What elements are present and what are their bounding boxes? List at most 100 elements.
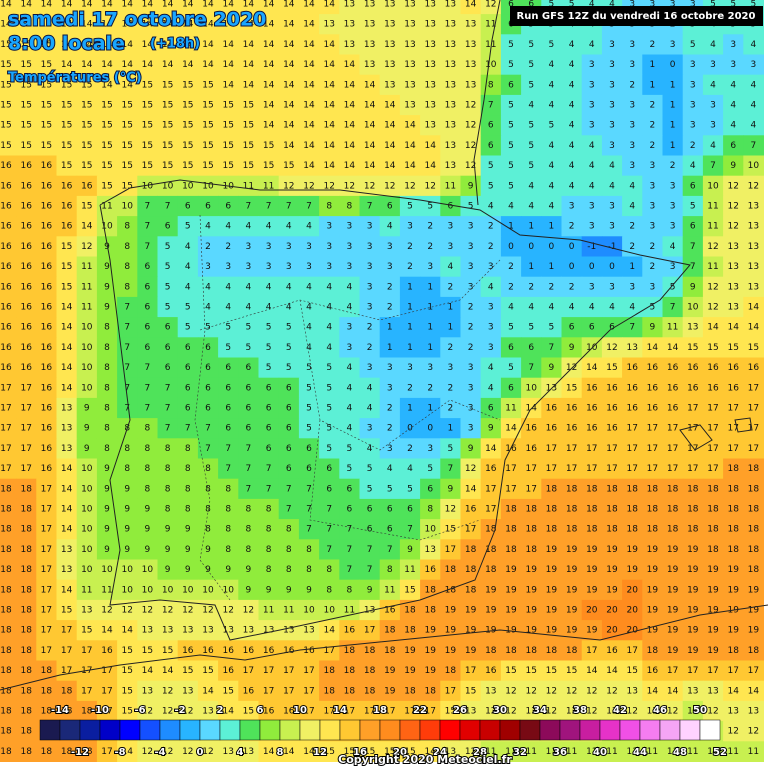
temp-label: 6 bbox=[266, 383, 272, 393]
temp-label: 7 bbox=[549, 343, 555, 353]
temp-cell bbox=[561, 34, 583, 55]
temp-label: 15 bbox=[162, 141, 173, 151]
temp-label: 9 bbox=[306, 585, 312, 595]
temp-label: 19 bbox=[667, 646, 679, 656]
temp-label: 12 bbox=[748, 181, 759, 191]
temp-label: 6 bbox=[266, 404, 272, 414]
temp-label: 16 bbox=[667, 383, 679, 393]
temp-label: 4 bbox=[246, 282, 252, 292]
colorbar-label: 12 bbox=[313, 747, 327, 758]
temp-cell bbox=[117, 74, 138, 96]
temp-label: 16 bbox=[182, 646, 194, 656]
temp-label: 9 bbox=[246, 585, 252, 595]
temp-cell bbox=[642, 135, 663, 156]
temp-label: 18 bbox=[546, 505, 558, 515]
colorbar-label: -2 bbox=[174, 705, 185, 716]
temp-cell bbox=[76, 54, 98, 76]
temp-label: 14 bbox=[303, 40, 315, 50]
temp-label: 16 bbox=[202, 646, 214, 656]
temp-label: 4 bbox=[549, 181, 555, 191]
temp-label: 8 bbox=[286, 525, 292, 535]
temp-label: 2 bbox=[508, 282, 514, 292]
temp-label: 11 bbox=[707, 222, 718, 232]
temp-label: 18 bbox=[0, 666, 12, 676]
colorbar-label: 22 bbox=[413, 705, 427, 716]
temp-label: 19 bbox=[505, 585, 517, 595]
temp-label: 7 bbox=[690, 262, 696, 272]
temp-label: 17 bbox=[546, 464, 557, 474]
temp-label: 18 bbox=[687, 484, 699, 494]
temp-label: 11 bbox=[505, 404, 516, 414]
temp-label: 2 bbox=[367, 343, 373, 353]
temp-label: 13 bbox=[404, 20, 415, 30]
colorbar-swatch bbox=[379, 719, 401, 741]
temp-label: 3 bbox=[246, 242, 252, 252]
temp-label: 6 bbox=[427, 484, 433, 494]
temp-label: 10 bbox=[485, 60, 497, 70]
temp-label: 3 bbox=[609, 202, 615, 212]
temp-label: 19 bbox=[424, 626, 436, 636]
temp-label: 19 bbox=[485, 606, 497, 616]
temp-label: 3 bbox=[710, 60, 716, 70]
temp-label: 8 bbox=[124, 242, 130, 252]
temp-label: 14 bbox=[61, 464, 73, 474]
temp-label: 9 bbox=[266, 585, 272, 595]
temp-label: 19 bbox=[667, 585, 679, 595]
temp-label: 3 bbox=[609, 80, 615, 90]
colorbar-label: -14 bbox=[51, 705, 69, 716]
temp-label: 14 bbox=[667, 343, 679, 353]
temp-label: 3 bbox=[427, 262, 433, 272]
temp-label: 17 bbox=[81, 646, 92, 656]
temp-label: 1 bbox=[650, 80, 656, 90]
colorbar-swatch bbox=[39, 719, 61, 741]
temp-label: 12 bbox=[505, 686, 516, 696]
temp-label: 15 bbox=[81, 161, 92, 171]
temp-cell bbox=[177, 115, 199, 136]
temp-cell bbox=[278, 74, 300, 96]
temp-label: 18 bbox=[606, 484, 618, 494]
temp-label: 13 bbox=[243, 747, 254, 757]
temp-label: 17 bbox=[707, 444, 718, 454]
temp-label: 13 bbox=[344, 40, 355, 50]
temp-cell bbox=[460, 74, 482, 96]
temp-cell bbox=[662, 94, 684, 116]
temp-label: 14 bbox=[202, 686, 214, 696]
colorbar-label: 14 bbox=[333, 705, 347, 716]
temp-label: 16 bbox=[647, 404, 659, 414]
temp-label: 4 bbox=[326, 343, 332, 353]
temp-label: 15 bbox=[182, 101, 193, 111]
temp-label: 12 bbox=[424, 181, 435, 191]
temp-cell bbox=[521, 54, 542, 76]
colorbar-swatch bbox=[339, 719, 361, 741]
temp-label: 4 bbox=[549, 60, 555, 70]
temp-label: 8 bbox=[104, 343, 110, 353]
temp-cell bbox=[460, 14, 482, 35]
temp-label: 13 bbox=[162, 626, 173, 636]
temp-label: 18 bbox=[344, 646, 356, 656]
temp-label: 3 bbox=[609, 40, 615, 50]
temp-label: 6 bbox=[185, 363, 191, 373]
temp-label: 5 bbox=[326, 424, 332, 434]
temp-label: 15 bbox=[81, 141, 92, 151]
temp-cell bbox=[561, 155, 583, 177]
temp-label: 9 bbox=[690, 282, 696, 292]
temp-label: 13 bbox=[424, 60, 435, 70]
colorbar-label: -12 bbox=[71, 747, 89, 758]
colorbar-label: 40 bbox=[593, 747, 607, 758]
temp-label: 7 bbox=[407, 525, 413, 535]
temp-cell bbox=[56, 34, 78, 55]
temp-label: 4 bbox=[549, 202, 555, 212]
temp-label: 15 bbox=[243, 707, 254, 717]
temp-label: 4 bbox=[367, 404, 373, 414]
temp-label: 1 bbox=[407, 303, 413, 313]
temp-label: 5 bbox=[326, 444, 332, 454]
temp-label: 18 bbox=[566, 646, 578, 656]
temp-label: 14 bbox=[142, 60, 154, 70]
temp-label: 16 bbox=[41, 464, 53, 474]
temp-label: 15 bbox=[626, 666, 637, 676]
temp-label: 11 bbox=[525, 747, 536, 757]
temp-label: 17 bbox=[485, 484, 496, 494]
temp-label: 3 bbox=[488, 303, 494, 313]
temp-label: 20 bbox=[606, 606, 618, 616]
temp-label: 19 bbox=[384, 686, 396, 696]
